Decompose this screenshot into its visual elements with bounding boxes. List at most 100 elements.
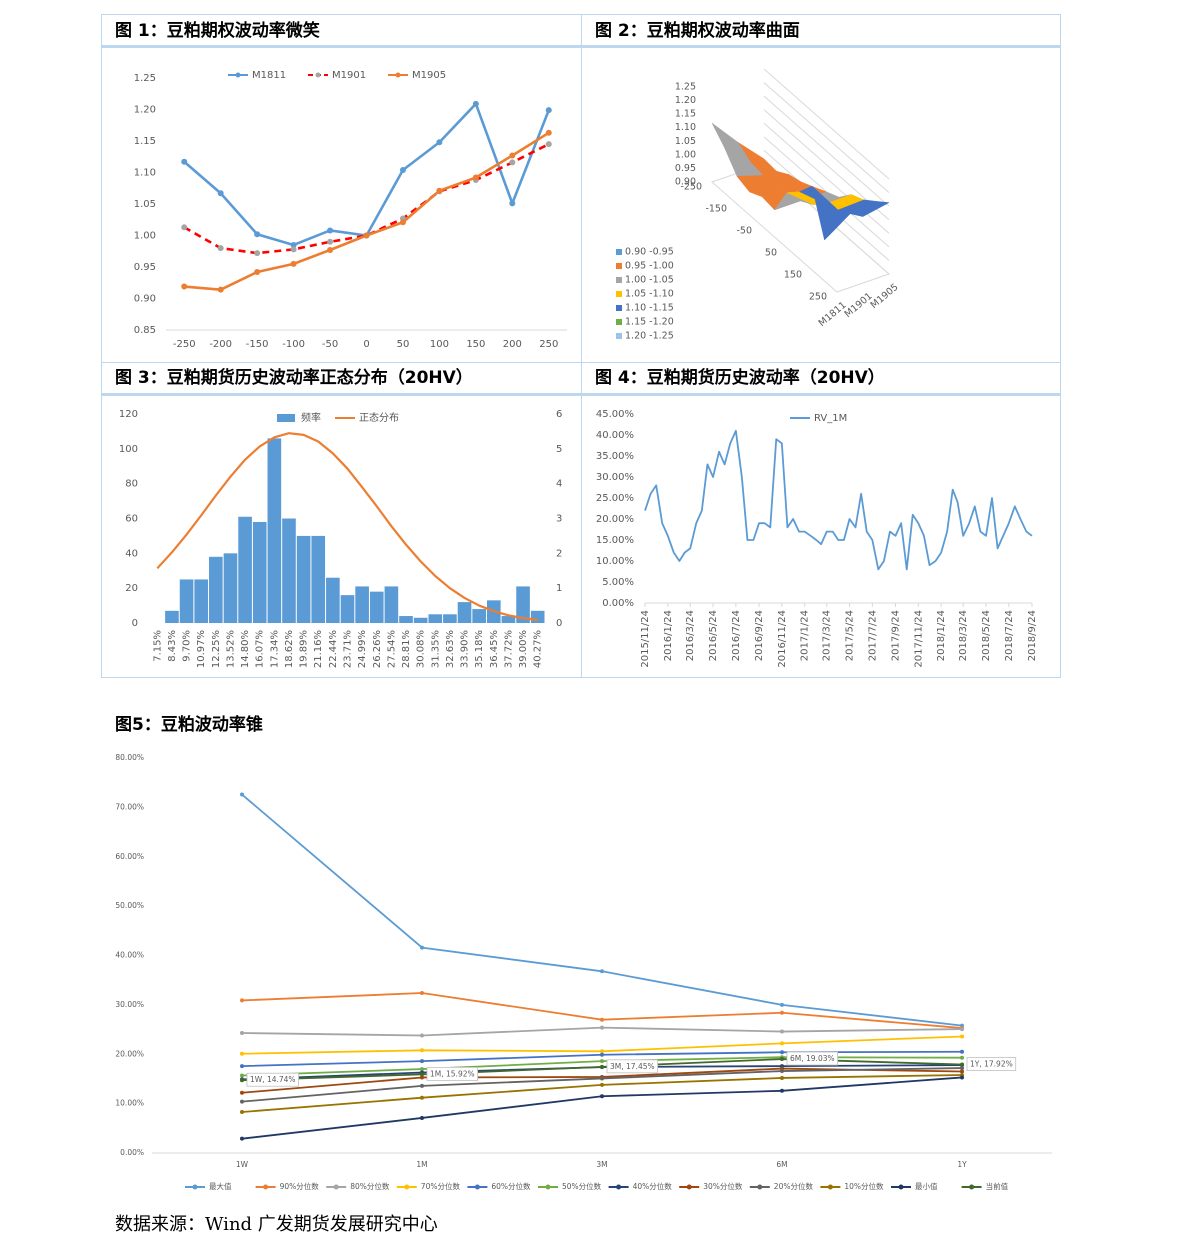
- y-tick-label: 1.20: [134, 105, 156, 116]
- legend-marker: [545, 1184, 551, 1190]
- surface-patch: [824, 210, 864, 241]
- y-tick-label: 60.00%: [115, 852, 144, 861]
- grid-line: [763, 122, 890, 234]
- x-tick-label: 40.27%: [533, 630, 544, 668]
- y-tick-label: 20.00%: [115, 1049, 144, 1058]
- data-point: [960, 1066, 964, 1071]
- x-tick-label: 7.15%: [152, 630, 163, 662]
- legend-label: RV_1M: [814, 413, 847, 424]
- x-tick-label: 19.89%: [299, 630, 310, 668]
- x-tick-label: -100: [282, 339, 305, 350]
- x-tick-label: 2017/1/24: [800, 610, 811, 661]
- data-point: [780, 1069, 784, 1074]
- x-tick-label: 21.16%: [313, 630, 324, 668]
- data-point: [420, 945, 424, 950]
- y-tick-label: 1.10: [134, 168, 156, 179]
- legend-label: M1905: [412, 70, 446, 81]
- data-point: [363, 232, 370, 239]
- x-tick-label: -50: [736, 226, 752, 237]
- x-tick-label: 2016/11/24: [777, 610, 788, 668]
- data-point: [181, 224, 188, 231]
- data-point: [960, 1027, 964, 1032]
- bar: [399, 616, 413, 623]
- data-point: [472, 100, 479, 107]
- legend-label: 1.15 -1.20: [625, 317, 674, 328]
- legend-swatch: [616, 333, 622, 339]
- data-label-box: [786, 1051, 839, 1066]
- x-tick-label: 100: [430, 339, 449, 350]
- data-label-box: [966, 1057, 1017, 1071]
- x-tick-label: 2018/3/24: [958, 610, 969, 661]
- x-tick-label: 24.99%: [357, 630, 368, 668]
- x-tick-label: 28.81%: [401, 630, 412, 668]
- data-point: [327, 227, 334, 234]
- data-point: [240, 1136, 244, 1141]
- x-tick-label: 35.18%: [474, 630, 485, 668]
- x-tick-label: 10.97%: [196, 630, 207, 668]
- x-tick-label: 2016/7/24: [731, 610, 742, 661]
- y-tick-label: 10.00%: [596, 556, 634, 567]
- legend-label: 90%分位数: [280, 1181, 320, 1191]
- y-tick-label: 30.00%: [596, 472, 634, 483]
- x-tick-label: 37.72%: [503, 630, 514, 668]
- x-tick-label: 12.25%: [211, 630, 222, 668]
- x-tick-label: 50: [397, 339, 410, 350]
- data-label-box: [606, 1059, 659, 1074]
- x-tick-label: 250: [809, 292, 827, 303]
- grid-line: [763, 82, 890, 193]
- data-point: [240, 1099, 244, 1104]
- data-point: [420, 991, 424, 996]
- data-point: [780, 1050, 784, 1055]
- data-point: [290, 246, 297, 253]
- x-tick-label: 1M: [416, 1160, 427, 1169]
- bar: [501, 616, 516, 623]
- bar: [282, 518, 296, 623]
- data-point: [960, 1055, 964, 1060]
- data-point: [240, 1064, 244, 1069]
- data-point: [509, 200, 516, 207]
- data-label: 1Y, 17.92%: [970, 1060, 1013, 1069]
- data-point: [240, 792, 244, 797]
- x-tick-label: 2016/3/24: [685, 610, 696, 661]
- y-tick-label: 100: [119, 444, 138, 455]
- legend-label: M1901: [332, 70, 366, 81]
- y-tick-label: 0.95: [134, 262, 156, 273]
- data-point: [780, 1029, 784, 1034]
- data-point: [780, 1075, 784, 1080]
- legend-marker: [616, 1184, 622, 1190]
- x-tick-label: 14.80%: [240, 630, 251, 668]
- y-tick-label: 10.00%: [115, 1099, 144, 1108]
- data-point: [780, 1010, 784, 1015]
- data-point: [600, 1064, 604, 1069]
- depth-label: M1905: [869, 282, 901, 311]
- x-tick-label: 22.44%: [328, 630, 339, 668]
- series-line: [241, 1074, 963, 1113]
- x-tick-label: -200: [209, 339, 232, 350]
- data-point: [780, 1057, 784, 1062]
- y-tick-label: 1.00: [134, 231, 156, 242]
- x-tick-label: 2017/3/24: [822, 610, 833, 661]
- legend-label: 1.20 -1.25: [625, 331, 674, 342]
- z-tick-label: 0.90: [675, 177, 696, 188]
- data-point: [960, 1069, 964, 1074]
- data-point: [960, 1049, 964, 1054]
- data-label-box: [246, 1072, 299, 1087]
- legend-label: 正态分布: [359, 411, 399, 424]
- data-point: [420, 1115, 424, 1120]
- legend-label: 60%分位数: [491, 1181, 531, 1191]
- x-tick-label: 6M: [776, 1160, 787, 1169]
- legend-swatch: [616, 305, 622, 311]
- x-tick-label: 17.34%: [269, 630, 280, 668]
- legend-swatch: [277, 414, 295, 422]
- legend-label: 20%分位数: [774, 1181, 814, 1191]
- bar: [165, 610, 179, 623]
- data-label: 1W, 14.74%: [250, 1075, 296, 1084]
- bar: [267, 438, 282, 623]
- legend-label: M1811: [252, 70, 286, 81]
- data-point: [254, 250, 261, 257]
- x-tick-label: 36.45%: [489, 630, 500, 668]
- legend-label: 频率: [301, 411, 321, 424]
- data-point: [240, 1090, 244, 1095]
- data-point: [240, 998, 244, 1003]
- x-tick-label: 39.00%: [518, 630, 529, 668]
